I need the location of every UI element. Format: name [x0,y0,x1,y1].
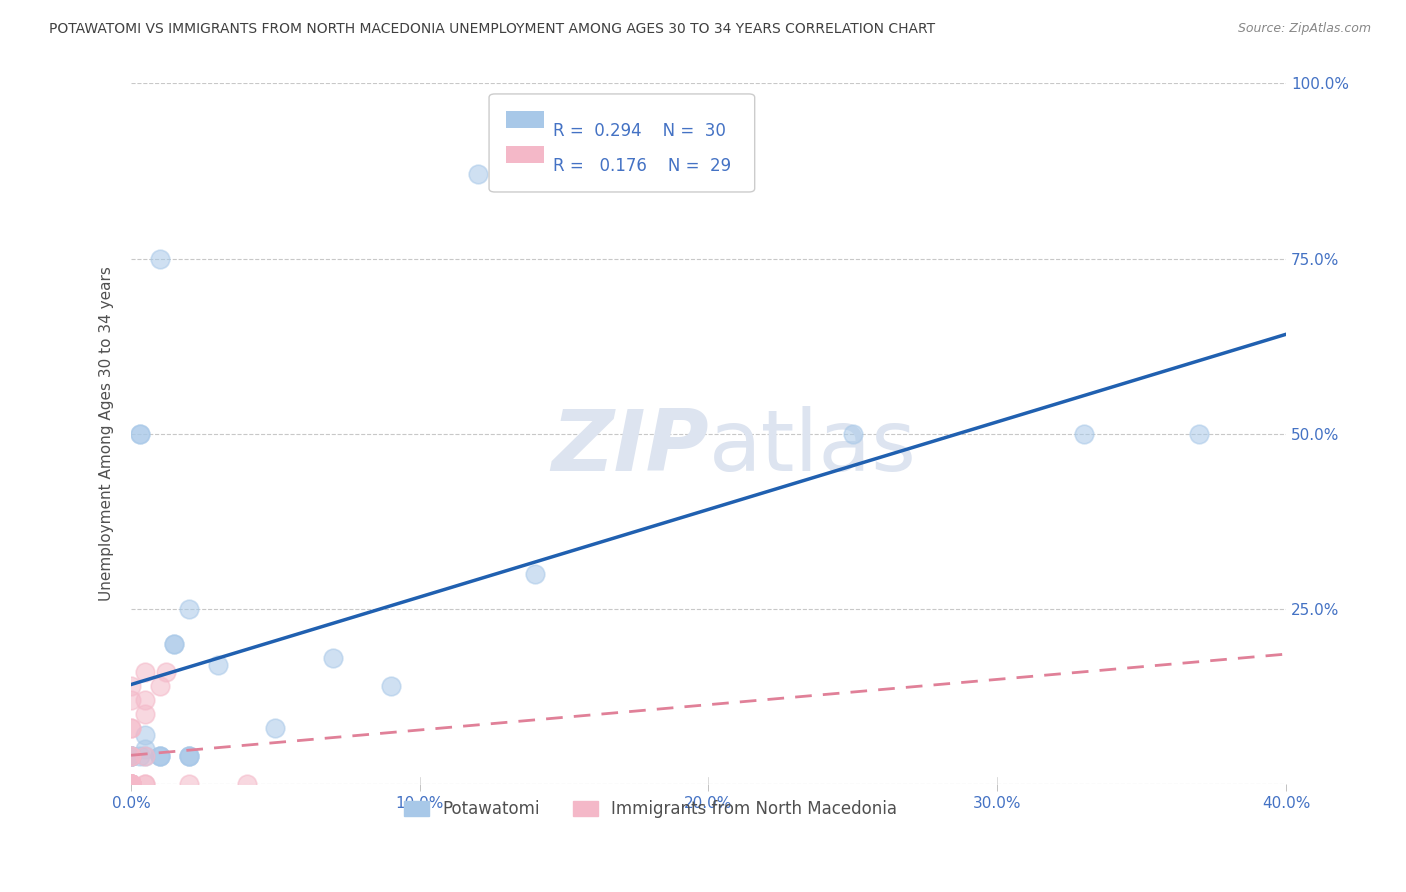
Point [120,777,142,791]
Point [177,748,200,763]
Point [134,748,156,763]
Point [134,692,156,706]
Point [163,637,186,651]
Point [177,748,200,763]
Point [235,777,257,791]
Point [120,777,142,791]
Point [149,252,172,266]
Point [467,168,489,182]
Point [120,748,142,763]
Point [1073,426,1095,441]
Point [120,721,142,735]
Point [120,777,142,791]
FancyBboxPatch shape [506,145,544,162]
Point [120,748,142,763]
Text: ZIP: ZIP [551,406,709,489]
Point [134,706,156,721]
Point [120,692,142,706]
Text: R =   0.176    N =  29: R = 0.176 N = 29 [553,157,731,175]
Point [380,679,402,693]
Point [322,650,344,665]
Point [134,665,156,679]
Point [120,748,142,763]
Point [264,721,287,735]
Point [128,426,150,441]
Point [134,728,156,742]
Point [134,777,156,791]
Y-axis label: Unemployment Among Ages 30 to 34 years: Unemployment Among Ages 30 to 34 years [100,266,114,601]
Point [177,777,200,791]
Point [149,748,172,763]
Point [155,665,177,679]
Point [177,601,200,615]
Point [177,748,200,763]
Point [120,777,142,791]
Point [149,679,172,693]
Legend: Potawatomi, Immigrants from North Macedonia: Potawatomi, Immigrants from North Macedo… [398,793,904,824]
Text: R =  0.294    N =  30: R = 0.294 N = 30 [553,122,725,140]
Point [120,777,142,791]
Point [120,748,142,763]
Point [120,748,142,763]
Point [128,426,150,441]
Point [120,777,142,791]
FancyBboxPatch shape [506,111,544,128]
Point [120,679,142,693]
Point [842,426,865,441]
Point [120,777,142,791]
Point [207,657,229,672]
Text: atlas: atlas [709,406,917,489]
Point [120,777,142,791]
Point [163,637,186,651]
Point [128,748,150,763]
Point [1188,426,1211,441]
Point [134,741,156,756]
Point [120,777,142,791]
Point [134,748,156,763]
Point [149,748,172,763]
Point [120,777,142,791]
Text: Source: ZipAtlas.com: Source: ZipAtlas.com [1237,22,1371,36]
Point [134,777,156,791]
Point [524,566,547,581]
Point [120,748,142,763]
Point [120,777,142,791]
FancyBboxPatch shape [489,94,755,192]
Point [149,748,172,763]
Point [120,777,142,791]
Point [120,777,142,791]
Point [120,748,142,763]
Text: POTAWATOMI VS IMMIGRANTS FROM NORTH MACEDONIA UNEMPLOYMENT AMONG AGES 30 TO 34 Y: POTAWATOMI VS IMMIGRANTS FROM NORTH MACE… [49,22,935,37]
Point [120,721,142,735]
